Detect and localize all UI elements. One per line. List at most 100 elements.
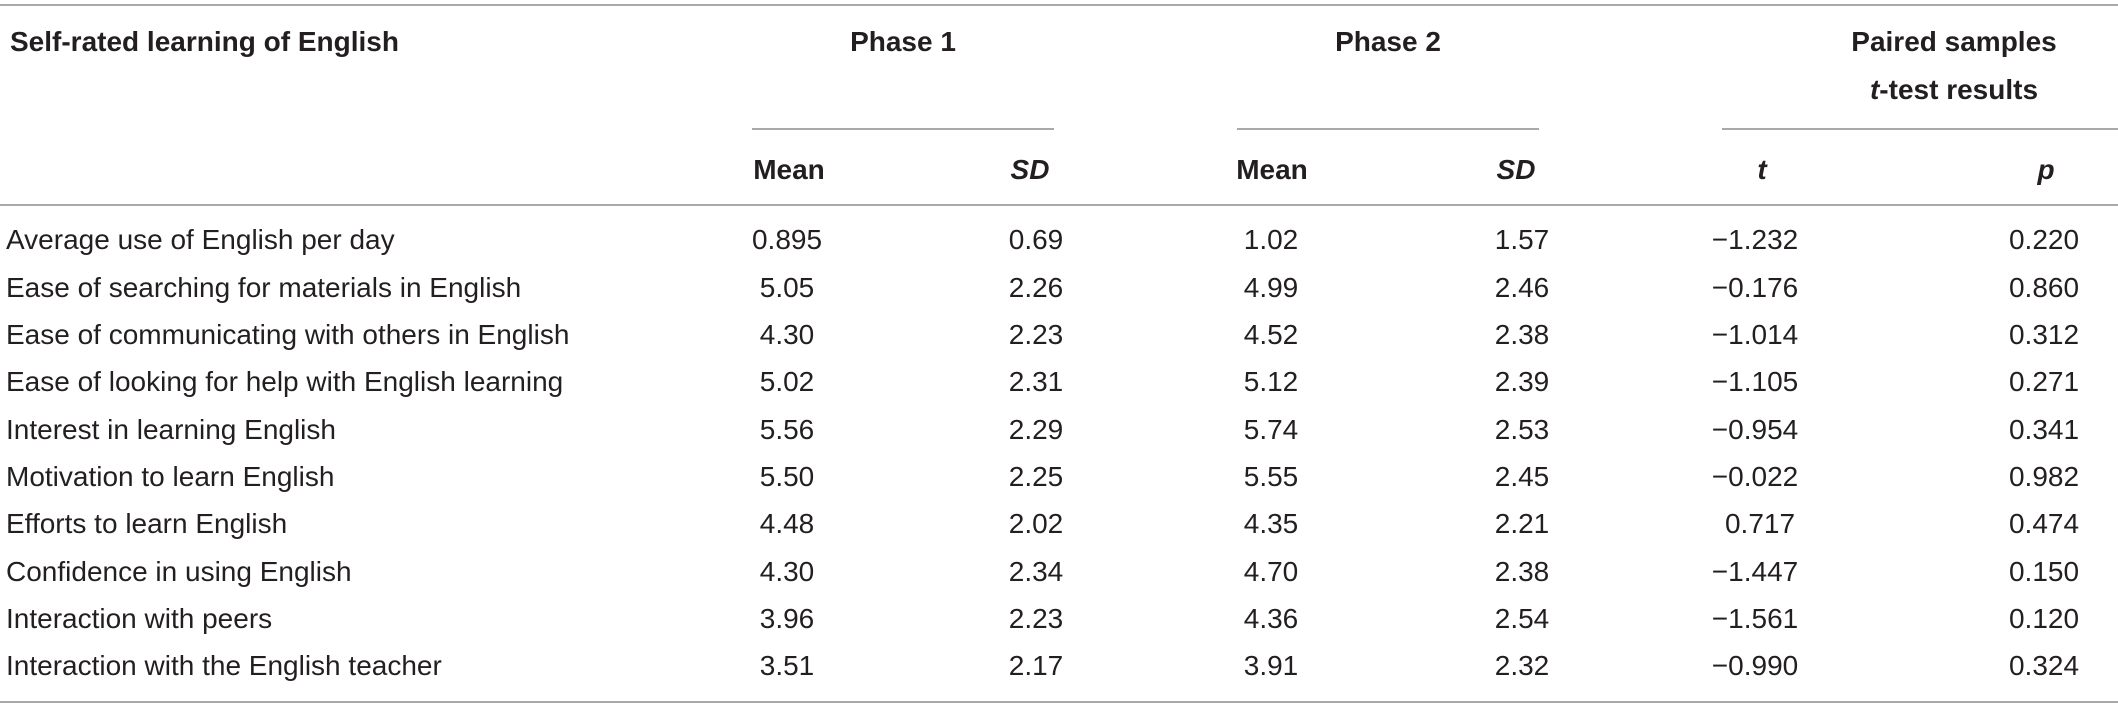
cell-t: −1.014	[1711, 319, 1799, 350]
cell-sd1: 0.69	[1008, 224, 1064, 255]
header-phase2: Phase 2	[1335, 26, 1441, 57]
row-label: Ease of communicating with others in Eng…	[6, 319, 570, 350]
header-p: p	[2037, 154, 2055, 185]
cell-p: 0.341	[2008, 414, 2080, 445]
cell-p: 0.860	[2008, 272, 2080, 303]
cell-sd2: 2.38	[1494, 319, 1550, 350]
cell-sd1: 2.34	[1008, 556, 1064, 587]
cell-mean2: 4.99	[1243, 272, 1299, 303]
cell-sd2: 2.54	[1494, 603, 1550, 634]
header-ttest-line1: Paired samples	[1851, 26, 2057, 57]
cell-mean2: 4.36	[1243, 603, 1299, 634]
cell-t: 0.717	[1724, 508, 1796, 539]
header-row-label: Self-rated learning of English	[10, 26, 399, 57]
top-rule	[0, 4, 2118, 6]
row-label: Ease of looking for help with English le…	[6, 366, 564, 397]
cell-sd1: 2.23	[1008, 603, 1064, 634]
cell-sd1: 2.25	[1008, 461, 1064, 492]
cell-mean2: 3.91	[1243, 650, 1299, 681]
table-row: Motivation to learn English 5.50 2.25 5.…	[0, 460, 2118, 494]
cell-mean2: 4.70	[1243, 556, 1299, 587]
phase1-rule	[752, 128, 1054, 130]
cell-sd2: 2.46	[1494, 272, 1550, 303]
cell-mean2: 4.52	[1243, 319, 1299, 350]
table-row: Ease of searching for materials in Engli…	[0, 271, 2118, 305]
row-label: Average use of English per day	[6, 224, 395, 255]
cell-sd1: 2.23	[1008, 319, 1064, 350]
cell-mean1: 4.30	[759, 319, 815, 350]
cell-p: 0.271	[2008, 366, 2080, 397]
cell-sd2: 2.21	[1494, 508, 1550, 539]
bottom-rule	[0, 701, 2118, 703]
header-ttest-line2: t-test results	[1870, 73, 2038, 107]
table-row: Interaction with the English teacher 3.5…	[0, 649, 2118, 683]
cell-p: 0.982	[2008, 461, 2080, 492]
cell-t: −0.990	[1711, 650, 1799, 681]
row-label: Motivation to learn English	[6, 461, 335, 492]
cell-sd1: 2.02	[1008, 508, 1064, 539]
table-row: Efforts to learn English 4.48 2.02 4.35 …	[0, 507, 2118, 541]
cell-p: 0.312	[2008, 319, 2080, 350]
row-label: Efforts to learn English	[6, 508, 288, 539]
cell-t: −0.954	[1711, 414, 1799, 445]
cell-mean1: 5.05	[759, 272, 815, 303]
cell-sd2: 2.39	[1494, 366, 1550, 397]
header-phase1: Phase 1	[850, 26, 956, 57]
cell-mean2: 5.12	[1243, 366, 1299, 397]
header-sd2: SD	[1496, 154, 1536, 185]
cell-mean1: 4.48	[759, 508, 815, 539]
cell-t: −1.447	[1711, 556, 1799, 587]
row-label: Interaction with peers	[6, 603, 273, 634]
cell-p: 0.324	[2008, 650, 2080, 681]
cell-mean2: 4.35	[1243, 508, 1299, 539]
cell-mean1: 5.56	[759, 414, 815, 445]
cell-mean1: 3.96	[759, 603, 815, 634]
header-sd1: SD	[1010, 154, 1050, 185]
cell-p: 0.474	[2008, 508, 2080, 539]
cell-mean1: 4.30	[759, 556, 815, 587]
table-row: Ease of communicating with others in Eng…	[0, 318, 2118, 352]
cell-p: 0.220	[2008, 224, 2080, 255]
cell-mean1: 3.51	[759, 650, 815, 681]
table-row: Ease of looking for help with English le…	[0, 365, 2118, 399]
cell-sd1: 2.17	[1008, 650, 1064, 681]
cell-mean1: 5.50	[759, 461, 815, 492]
row-label: Ease of searching for materials in Engli…	[6, 272, 522, 303]
cell-mean2: 5.74	[1243, 414, 1299, 445]
cell-sd2: 2.38	[1494, 556, 1550, 587]
table-row: Average use of English per day 0.895 0.6…	[0, 223, 2118, 257]
cell-t: −0.176	[1711, 272, 1799, 303]
cell-sd2: 2.45	[1494, 461, 1550, 492]
header-mean2: Mean	[1236, 154, 1308, 185]
ttest-rule	[1722, 128, 2118, 130]
cell-mean2: 5.55	[1243, 461, 1299, 492]
header-ttest-rest: -test results	[1879, 74, 2039, 105]
cell-mean1: 5.02	[759, 366, 815, 397]
cell-p: 0.120	[2008, 603, 2080, 634]
cell-sd2: 2.32	[1494, 650, 1550, 681]
row-label: Interest in learning English	[6, 414, 336, 445]
header-bottom-rule	[0, 204, 2118, 206]
header-mean1: Mean	[753, 154, 825, 185]
cell-t: −0.022	[1711, 461, 1799, 492]
cell-mean2: 1.02	[1243, 224, 1299, 255]
cell-sd1: 2.26	[1008, 272, 1064, 303]
table-row: Interaction with peers 3.96 2.23 4.36 2.…	[0, 602, 2118, 636]
phase2-rule	[1237, 128, 1539, 130]
header-ttest-t: t	[1869, 74, 1880, 105]
table-row: Confidence in using English 4.30 2.34 4.…	[0, 555, 2118, 589]
cell-sd2: 1.57	[1494, 224, 1550, 255]
cell-t: −1.561	[1711, 603, 1799, 634]
table-row: Interest in learning English 5.56 2.29 5…	[0, 413, 2118, 447]
cell-sd1: 2.31	[1008, 366, 1064, 397]
cell-t: −1.105	[1711, 366, 1799, 397]
cell-sd1: 2.29	[1008, 414, 1064, 445]
cell-mean1: 0.895	[751, 224, 823, 255]
cell-sd2: 2.53	[1494, 414, 1550, 445]
cell-t: −1.232	[1711, 224, 1799, 255]
cell-p: 0.150	[2008, 556, 2080, 587]
row-label: Interaction with the English teacher	[6, 650, 442, 681]
row-label: Confidence in using English	[6, 556, 352, 587]
header-t: t	[1757, 154, 1767, 185]
